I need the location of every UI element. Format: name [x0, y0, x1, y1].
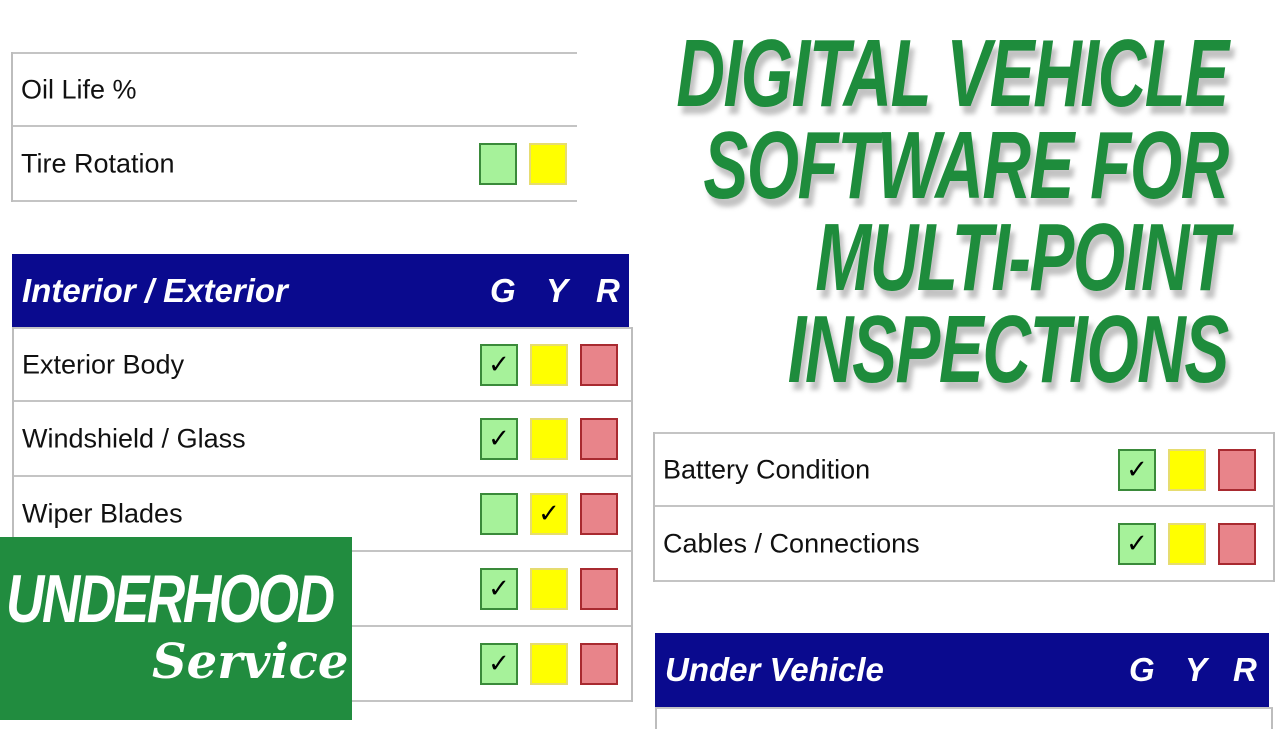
column-y: Y [1185, 651, 1208, 688]
red-checkbox[interactable] [580, 642, 618, 685]
logo-script: Service [152, 634, 349, 690]
row-label: Wiper Blades [22, 498, 183, 528]
yellow-checkbox[interactable] [530, 567, 568, 610]
headline-line: DIGITAL VEHICLE [676, 20, 1230, 127]
row-label: Exterior Body [22, 349, 185, 379]
check-icon: ✓ [1126, 454, 1148, 484]
row-label: Cables / Connections [663, 528, 920, 558]
section-header-interior-exterior: Interior / Exterior G Y R [12, 254, 629, 327]
green-checkbox[interactable]: ✓ [480, 417, 518, 460]
yellow-checkbox[interactable] [1168, 522, 1206, 565]
check-icon: ✓ [488, 349, 510, 379]
green-checkbox[interactable]: ✓ [480, 642, 518, 685]
column-r: R [596, 271, 620, 309]
red-checkbox[interactable] [580, 417, 618, 460]
column-y: Y [546, 271, 569, 309]
column-r: R [1233, 651, 1257, 688]
section-header-under-vehicle: Under Vehicle G Y R [655, 633, 1269, 707]
green-checkbox[interactable]: ✓ [480, 567, 518, 610]
red-checkbox[interactable] [580, 492, 618, 535]
yellow-checkbox[interactable] [530, 642, 568, 685]
table-row: Oil Life % [13, 52, 577, 127]
row-label: Battery Condition [663, 454, 871, 484]
yellow-checkbox[interactable]: ✓ [530, 492, 568, 535]
red-checkbox[interactable] [1218, 448, 1256, 491]
headline: DIGITAL VEHICLE SOFTWARE FOR MULTI-POINT… [676, 20, 1230, 403]
maintenance-table: Oil Life % Tire Rotation [11, 52, 577, 202]
yellow-checkbox[interactable] [1168, 448, 1206, 491]
green-checkbox[interactable]: ✓ [480, 343, 518, 386]
yellow-checkbox[interactable] [530, 343, 568, 386]
logo-text: UNDERHOOD [6, 561, 335, 637]
row-label: Tire Rotation [21, 148, 175, 178]
check-icon: ✓ [488, 423, 510, 453]
section-title: Interior / Exterior [22, 271, 288, 309]
red-checkbox[interactable] [1218, 522, 1256, 565]
under-vehicle-table [655, 707, 1273, 729]
yellow-checkbox[interactable] [529, 142, 567, 185]
check-icon: ✓ [538, 498, 560, 528]
green-checkbox[interactable] [479, 142, 517, 185]
headline-line: MULTI-POINT [815, 204, 1229, 311]
red-checkbox[interactable] [580, 567, 618, 610]
red-checkbox[interactable] [580, 343, 618, 386]
headline-line: INSPECTIONS [787, 296, 1230, 403]
column-g: G [490, 271, 516, 309]
check-icon: ✓ [1126, 528, 1148, 558]
check-icon: ✓ [488, 648, 510, 678]
table-row: Cables / Connections ✓ [655, 507, 1273, 582]
green-checkbox[interactable] [480, 492, 518, 535]
column-g: G [1129, 651, 1155, 688]
underhood-service-logo: UNDERHOOD Service [0, 537, 352, 720]
check-icon: ✓ [488, 573, 510, 603]
headline-line: SOFTWARE FOR [703, 112, 1229, 219]
yellow-checkbox[interactable] [530, 417, 568, 460]
section-title: Under Vehicle [665, 651, 884, 688]
row-label: Windshield / Glass [22, 423, 246, 453]
row-label: Oil Life % [21, 74, 137, 104]
green-checkbox[interactable]: ✓ [1118, 522, 1156, 565]
table-row: Exterior Body ✓ [14, 327, 631, 402]
green-checkbox[interactable]: ✓ [1118, 448, 1156, 491]
table-row: Battery Condition ✓ [655, 432, 1273, 507]
table-row: Windshield / Glass ✓ [14, 402, 631, 477]
battery-table: Battery Condition ✓ Cables / Connections ✓ [653, 432, 1275, 582]
table-row: Tire Rotation [13, 127, 577, 202]
